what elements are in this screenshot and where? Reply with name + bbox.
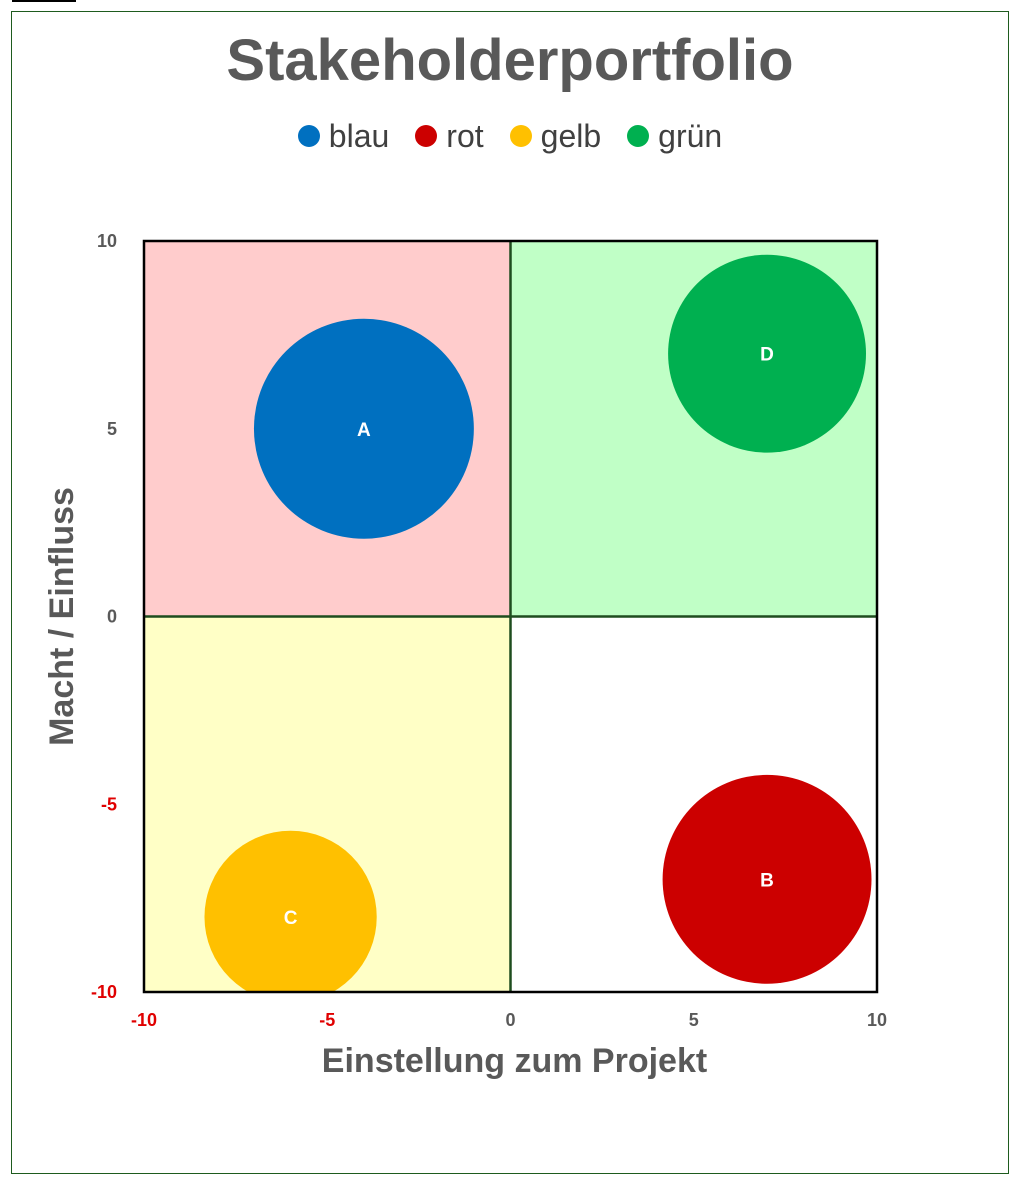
legend-item-blau[interactable]: blau <box>297 116 390 156</box>
bubble-label-b: B <box>760 870 774 891</box>
x-tick-label: 5 <box>689 1010 699 1030</box>
x-tick-label: -5 <box>319 1010 335 1030</box>
legend: blau rot gelb grün <box>0 116 1020 156</box>
plot-border <box>142 239 879 994</box>
legend-marker-rot <box>415 125 438 147</box>
y-tick-label: -10 <box>91 982 117 1002</box>
chart-title: Stakeholderportfolio <box>226 28 794 93</box>
x-axis-title: Einstellung zum Projekt <box>322 1042 707 1080</box>
bubble-label-a: A <box>357 420 371 441</box>
y-tick-label: -5 <box>101 794 117 814</box>
bubble-c[interactable] <box>204 830 377 1003</box>
y-tick-label: 0 <box>107 607 117 627</box>
legend-item-gruen[interactable]: grün <box>627 116 722 156</box>
legend-marker-gelb <box>509 125 532 147</box>
chart-frame <box>11 11 1009 1174</box>
bubble-b[interactable] <box>662 774 872 984</box>
top-line <box>12 0 76 2</box>
legend-item-gelb[interactable]: gelb <box>509 116 602 156</box>
bubble-label-d: D <box>760 345 774 366</box>
legend-label-blau: blau <box>328 118 390 154</box>
bubble-a[interactable] <box>253 318 474 539</box>
legend-label-gruen: grün <box>658 118 723 154</box>
legend-label-rot: rot <box>446 118 484 154</box>
bubble-group <box>204 254 872 1003</box>
y-axis-title: Macht / Einfluss <box>43 487 81 746</box>
legend-item-rot[interactable]: rot <box>415 116 484 156</box>
x-tick-label: -10 <box>131 1010 157 1030</box>
y-tick-label: 5 <box>107 419 117 439</box>
bubble-d[interactable] <box>668 254 867 453</box>
legend-marker-blau <box>297 125 320 147</box>
bubble-label-c: C <box>284 908 298 929</box>
legend-marker-gruen <box>627 125 650 147</box>
y-tick-label: 10 <box>97 231 117 251</box>
x-tick-label: 10 <box>867 1010 887 1030</box>
legend-label-gelb: gelb <box>540 118 602 154</box>
x-tick-label: 0 <box>505 1010 515 1030</box>
